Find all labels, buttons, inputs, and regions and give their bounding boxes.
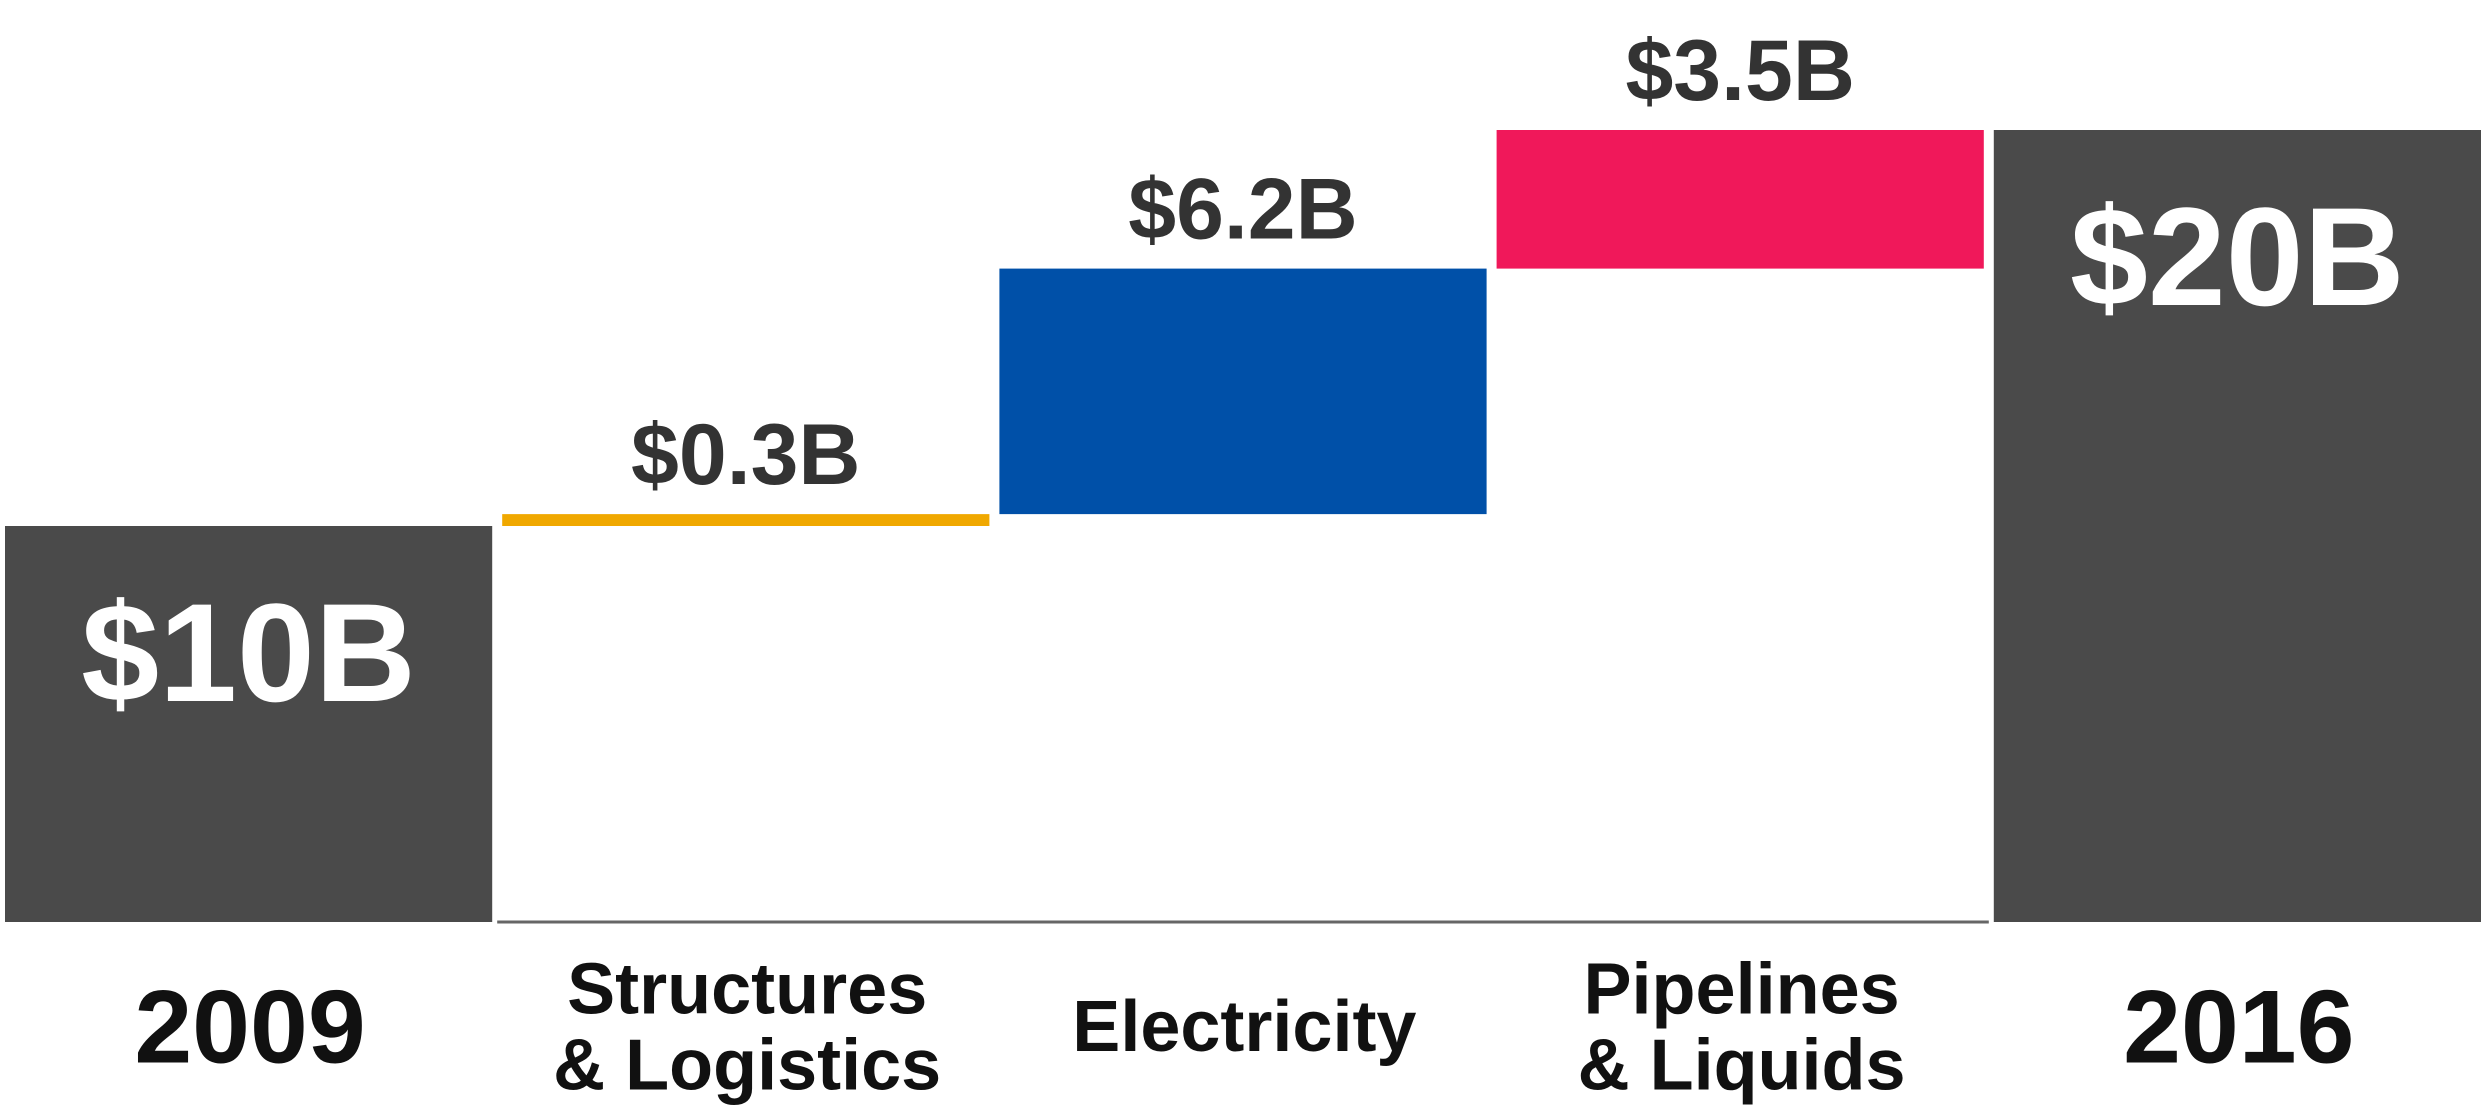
category-label: Electricity: [1072, 987, 1417, 1068]
delta-label: $6.2B: [1128, 162, 1358, 258]
delta-bar: [999, 268, 1487, 515]
category-label: 2009: [134, 969, 366, 1086]
total-bar: [5, 526, 493, 922]
total-bar: [1993, 130, 2481, 922]
category-label: 2016: [2123, 969, 2355, 1086]
total-label: $20B: [2070, 178, 2405, 335]
delta-label: $0.3B: [631, 407, 861, 503]
delta-label: $3.5B: [1625, 23, 1855, 119]
category-label: Structures & Logistics: [553, 949, 942, 1105]
total-label: $10B: [81, 574, 416, 731]
category-label: Pipelines & Liquids: [1577, 949, 1906, 1105]
delta-bar: [502, 514, 990, 526]
delta-bar: [1496, 130, 1984, 269]
